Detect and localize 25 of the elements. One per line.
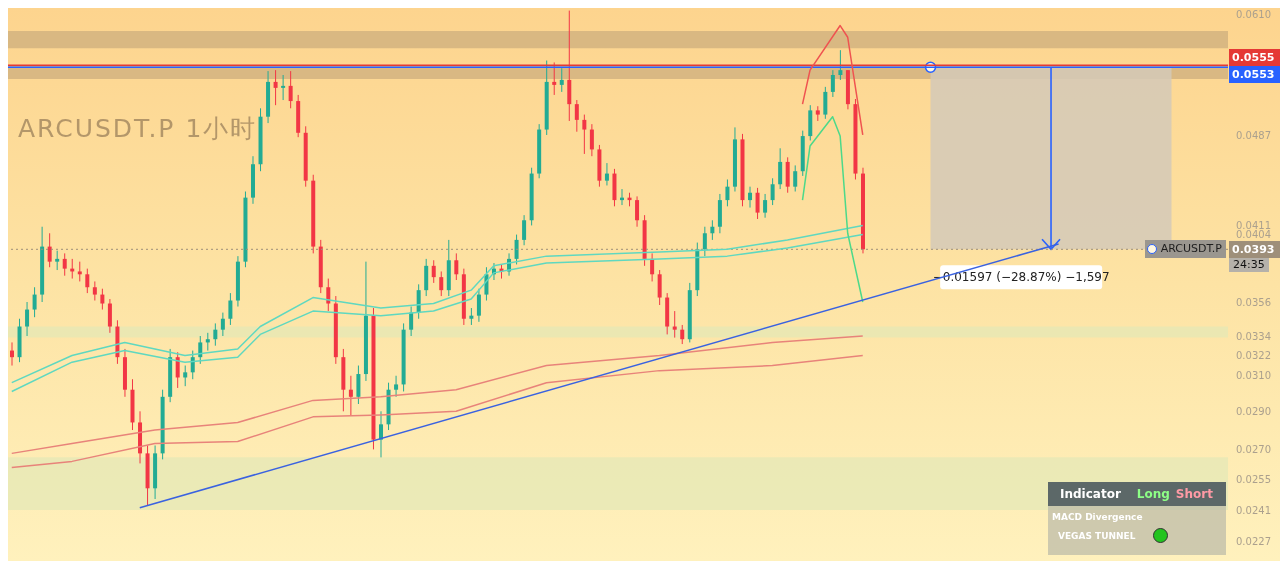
- ref-line-label: 0.0555: [1229, 49, 1280, 67]
- annotation: Indicator: [1060, 487, 1121, 501]
- annotation: Short: [1175, 487, 1213, 501]
- annotation: Long: [1136, 487, 1170, 501]
- annotation: VEGAS TUNNEL: [1058, 530, 1136, 541]
- y-tick-label: 0.0610: [1236, 9, 1271, 21]
- y-tick-label: 0.0270: [1236, 443, 1271, 455]
- y-tick-label: 0.0322: [1236, 350, 1271, 362]
- y-tick-label: 0.0487: [1236, 129, 1271, 141]
- band-label: −0.01597 (−28.87%) −1,597: [932, 270, 1110, 285]
- text: ARCUSDT.P 1小时: [18, 113, 258, 145]
- y-tick-label: 0.0334: [1236, 330, 1271, 342]
- y-tick-label: 0.0356: [1236, 296, 1271, 308]
- y-tick-label: 0.0411: [1236, 219, 1271, 231]
- ref-line-label: 0.0393: [1229, 240, 1280, 258]
- y-tick-label: 0.0290: [1236, 405, 1271, 417]
- y-tick-label: 0.0241: [1236, 504, 1271, 516]
- ref-line-label: 0.0553: [1229, 66, 1280, 84]
- y-tick-label: 0.0227: [1236, 536, 1271, 548]
- y-tick-label: 0.0404: [1236, 229, 1271, 241]
- annotation: MACD Divergence: [1052, 512, 1143, 522]
- y-tick-label: 0.0310: [1236, 370, 1271, 382]
- y-tick-label: 0.0255: [1236, 474, 1271, 486]
- annotation: ARCUSDT.P: [1144, 240, 1226, 259]
- text: 24:35: [1229, 258, 1269, 273]
